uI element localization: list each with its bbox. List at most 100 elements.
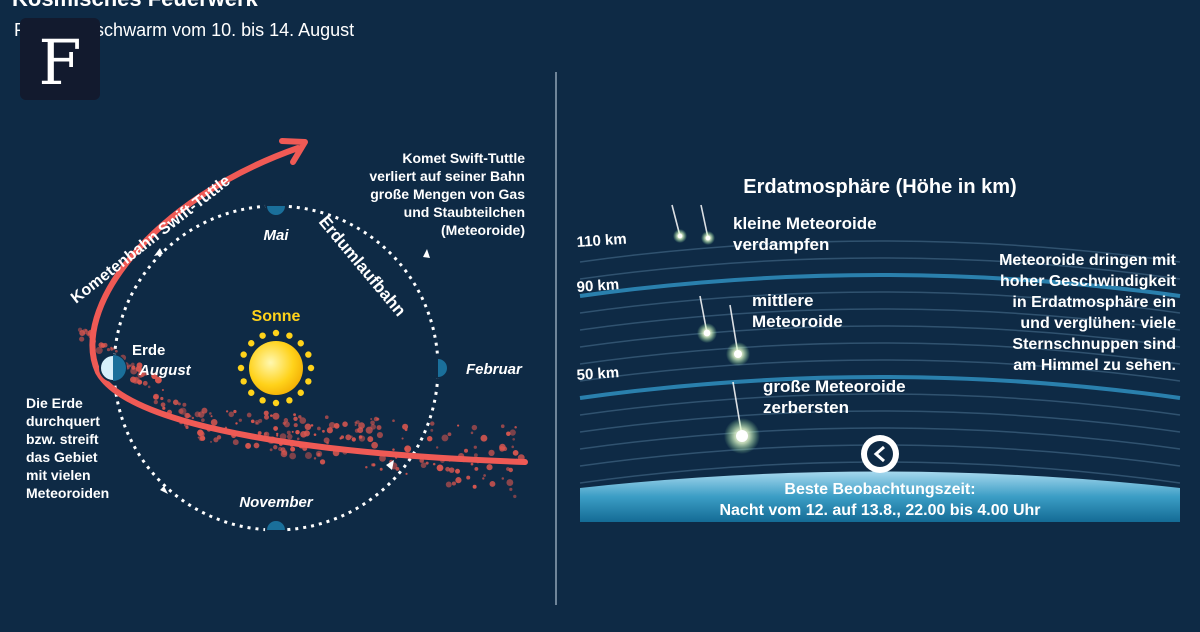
logo: F (38, 26, 81, 99)
dust-particle (445, 481, 452, 488)
meteors (671, 204, 760, 454)
layer-line (579, 410, 1181, 433)
dust-particle (269, 448, 273, 452)
dust-particle (313, 433, 317, 436)
month-label: Mai (263, 227, 289, 244)
dust-particle (354, 421, 357, 425)
dust-particle (298, 415, 302, 419)
comet-note: Komet Swift-Tuttle verliert auf seiner Ba… (369, 150, 525, 238)
dust-particle (472, 484, 477, 489)
dust-particle (365, 465, 368, 469)
dust-particle (198, 411, 205, 418)
atmosphere-title: Erdatmosphäre (Höhe in km) (743, 176, 1016, 198)
dust-particle (172, 399, 179, 406)
dust-particle (420, 462, 427, 469)
sun-ray (272, 329, 280, 337)
dust-particle (371, 463, 375, 467)
dust-particle (392, 448, 395, 451)
comet-path (89, 145, 528, 465)
dust-particle (270, 414, 273, 417)
dust-particle (250, 419, 255, 424)
dust-particle (432, 462, 436, 466)
text-line: verdampfen (733, 235, 829, 254)
dust-particle (448, 467, 455, 473)
dust-particle (430, 428, 434, 432)
dust-particle (142, 380, 148, 386)
dust-particle (209, 440, 213, 443)
earth-surface (580, 471, 1180, 522)
dust-particle (379, 454, 386, 462)
dust-particle (489, 481, 496, 487)
dust-particle (445, 466, 450, 472)
dust-particle (279, 433, 287, 440)
month-label: Februar (466, 361, 523, 378)
dust-particle (167, 398, 171, 403)
meteor-core (703, 329, 711, 337)
dust-particle (216, 435, 222, 440)
dust-particle (316, 426, 321, 431)
dust-particle (263, 410, 269, 416)
dust-particle (342, 421, 348, 427)
dust-particle (482, 477, 485, 480)
layer-line (579, 375, 1181, 400)
dust-particle (137, 379, 143, 385)
dust-particle (238, 418, 242, 422)
best-time-detail: Nacht vom 12. auf 13.8., 22.00 bis 4.00 … (719, 502, 1040, 519)
text-line: und verglühen: viele (1020, 315, 1176, 332)
text-line: mittlere (752, 291, 813, 310)
dust-particle (512, 449, 519, 456)
text-line: Komet Swift-Tuttle (402, 150, 525, 166)
dust-particle (350, 435, 353, 439)
dust-particle (110, 347, 114, 351)
dust-particle (246, 412, 252, 418)
month-label: August (138, 362, 192, 379)
sun-ray (305, 378, 312, 385)
dust-particle (147, 385, 151, 389)
dust-particle (144, 372, 148, 376)
earth-label: Erde (132, 342, 165, 359)
dust-particle (184, 412, 190, 419)
dust-particle (128, 364, 132, 367)
dust-particle (405, 472, 408, 475)
dust-particle (291, 430, 294, 433)
sun-rays (237, 329, 315, 407)
dust-particle (466, 475, 471, 480)
meteor-core (734, 350, 742, 358)
meteor-core (677, 233, 683, 239)
dust-particle (401, 437, 404, 440)
dust-particle (95, 346, 103, 354)
dust-particle (322, 429, 325, 433)
dust-particle (228, 411, 235, 418)
dust-particle (357, 427, 364, 434)
dust-particle (225, 410, 229, 413)
meteor-core (736, 430, 748, 442)
dust-particle (303, 430, 310, 437)
text-line: Meteoroide dringen mit (999, 252, 1177, 269)
dust-particle (201, 418, 205, 422)
atmosphere-layers (579, 240, 1181, 484)
month-label: November (239, 494, 314, 511)
dust-particle (435, 446, 439, 449)
layer-line (579, 393, 1181, 416)
dust-particle (257, 431, 262, 435)
layer-line (579, 359, 1181, 382)
dust-particle (354, 423, 357, 427)
altitude-label: 110 km (576, 231, 627, 251)
text-line: Meteoroide (752, 312, 843, 331)
dust-particle (253, 442, 260, 449)
text-line: (Meteoroide) (441, 222, 525, 238)
dust-particle (436, 464, 444, 472)
dust-particle (367, 436, 374, 443)
dust-particle (210, 415, 213, 418)
dust-particle (130, 376, 137, 383)
dust-particle (509, 429, 516, 436)
sun-ray (297, 340, 304, 347)
dust-particle (153, 393, 160, 400)
dust-particle (425, 461, 429, 465)
dust-particle (473, 445, 477, 449)
dust-particle (402, 423, 409, 430)
dust-particle (500, 424, 505, 429)
dust-particle (376, 431, 384, 439)
